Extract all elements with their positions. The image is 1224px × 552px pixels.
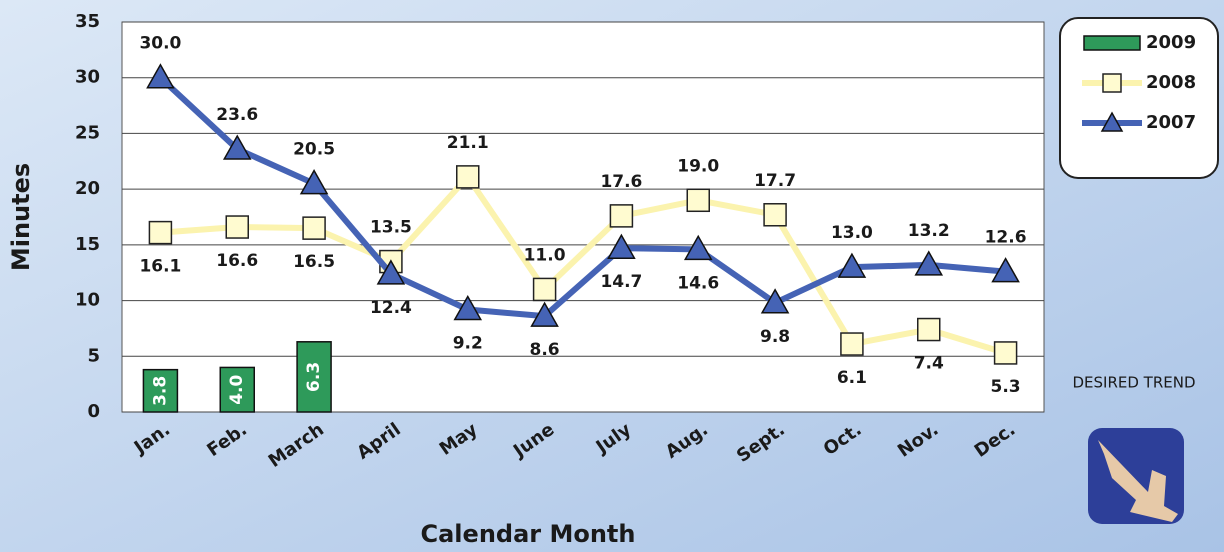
marker <box>532 277 557 302</box>
marker <box>225 215 249 239</box>
data-label: 23.6 <box>216 105 258 125</box>
data-label: 30.0 <box>139 34 181 54</box>
y-tick-label: 35 <box>75 11 100 32</box>
data-label: 19.0 <box>677 156 719 176</box>
marker <box>991 257 1020 283</box>
marker <box>763 203 787 227</box>
legend-label: 2009 <box>1146 32 1196 53</box>
marker <box>917 317 941 342</box>
marker <box>837 252 867 278</box>
x-axis-title: Calendar Month <box>421 520 636 548</box>
marker <box>760 288 790 314</box>
marker <box>914 250 944 276</box>
data-label: 16.1 <box>139 257 181 277</box>
data-label: 14.7 <box>600 272 642 292</box>
data-label: 8.6 <box>530 340 560 360</box>
y-tick-label: 25 <box>75 122 100 143</box>
trend-icon <box>1088 428 1184 524</box>
data-label: 7.4 <box>914 354 944 374</box>
legend-label: 2008 <box>1146 72 1196 93</box>
y-tick-label: 20 <box>75 178 100 199</box>
data-label: 9.8 <box>760 327 790 347</box>
y-tick-label: 15 <box>75 234 100 255</box>
data-label: 13.0 <box>831 223 873 243</box>
marker <box>222 134 252 160</box>
legend-box <box>1059 17 1219 179</box>
legend-marker <box>1102 73 1122 93</box>
legend-label: 2007 <box>1146 112 1196 133</box>
marker <box>146 63 175 89</box>
note: DESIRED TREND <box>1072 374 1195 392</box>
legend-item: 2008 <box>1082 72 1196 93</box>
y-tick-label: 10 <box>75 290 100 311</box>
legend-item: 2007 <box>1082 111 1196 133</box>
y-tick-label: 0 <box>87 401 100 422</box>
data-label: 20.5 <box>293 140 335 160</box>
bar <box>296 341 332 413</box>
plot-area <box>121 21 1045 413</box>
marker <box>299 169 329 195</box>
marker <box>302 216 326 240</box>
line <box>160 173 1007 356</box>
line <box>158 75 1006 320</box>
marker <box>686 188 710 213</box>
data-label: 11.0 <box>524 245 566 265</box>
legend-marker <box>1100 111 1124 132</box>
data-label: 16.6 <box>216 251 258 271</box>
marker <box>530 301 559 327</box>
data-label: 6.1 <box>837 368 867 388</box>
marker <box>376 259 406 285</box>
y-tick-label: 5 <box>87 345 100 366</box>
data-label: 21.1 <box>447 133 489 153</box>
data-label: 13.2 <box>908 221 950 241</box>
bar <box>142 368 179 413</box>
marker <box>840 332 864 356</box>
data-label: 17.6 <box>600 172 642 192</box>
y-tick-label: 30 <box>75 67 100 88</box>
data-label: 6.3 <box>304 362 324 392</box>
legend-swatch <box>1083 35 1141 51</box>
marker <box>148 220 173 245</box>
data-label: 13.5 <box>370 218 412 238</box>
bar <box>219 366 255 413</box>
data-label: 12.6 <box>985 228 1027 248</box>
marker <box>607 233 636 259</box>
data-label: 5.3 <box>991 377 1021 397</box>
marker <box>453 294 483 321</box>
data-label: 3.8 <box>150 376 170 406</box>
marker <box>609 204 634 228</box>
marker <box>456 165 480 189</box>
data-label: 12.4 <box>370 298 412 318</box>
marker <box>993 341 1018 365</box>
data-label: 9.2 <box>453 333 483 353</box>
data-label: 16.5 <box>293 252 335 272</box>
data-label: 4.0 <box>227 374 247 404</box>
marker <box>683 234 713 261</box>
y-axis-title: Minutes <box>7 163 35 271</box>
legend-item: 2009 <box>1083 32 1196 53</box>
data-label: 14.6 <box>677 273 719 293</box>
data-label: 17.7 <box>754 171 796 191</box>
